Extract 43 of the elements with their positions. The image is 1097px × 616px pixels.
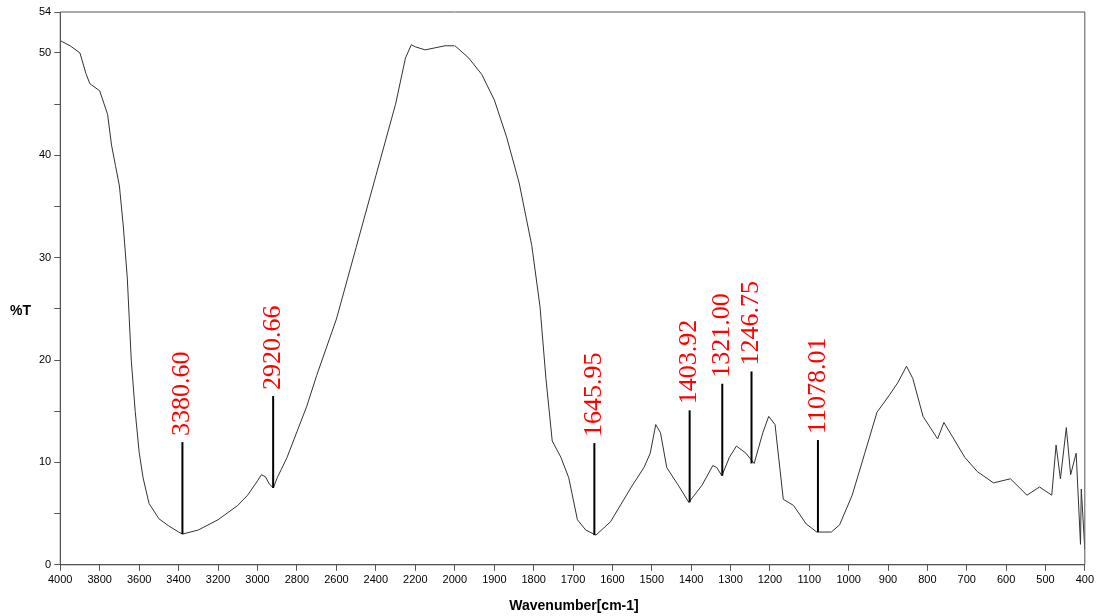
x-tick-label: 1600 (600, 573, 625, 586)
x-tick-label: 700 (957, 573, 976, 586)
x-tick-label: 3400 (166, 573, 191, 586)
y-tick-label: 0 (45, 557, 52, 570)
y-tick-label: 30 (38, 250, 52, 263)
annotation: 2920.66 (256, 305, 286, 391)
x-tick-label: 3600 (126, 573, 152, 586)
annotation: 1246.75 (735, 280, 765, 366)
x-tick-label: 900 (878, 573, 898, 586)
x-tick-label: 1000 (836, 573, 861, 586)
annotation: 11078.01 (801, 337, 831, 435)
x-tick-label: 2000 (442, 573, 468, 586)
x-tick-label: 1500 (639, 573, 665, 586)
x-tick-label: 2600 (324, 573, 349, 586)
x-tick-label: 600 (996, 573, 1016, 586)
x-tick-label: 1400 (678, 573, 704, 586)
y-tick-label: 50 (38, 45, 52, 58)
x-tick-label: 1800 (521, 573, 546, 586)
x-tick-label: 400 (1075, 573, 1094, 586)
x-axis-title: Wavenumber[cm-1] (509, 597, 639, 613)
x-tick-label: 1100 (797, 573, 822, 586)
x-tick-label: 1200 (757, 573, 783, 586)
y-tick-label: 10 (38, 455, 52, 468)
x-tick-label: 1900 (482, 573, 507, 586)
x-tick-label: 2400 (363, 573, 389, 586)
x-tick-label: 1700 (560, 573, 586, 586)
x-tick-label: 2200 (403, 573, 428, 586)
x-tick-label: 3000 (245, 573, 270, 586)
x-tick-label: 3800 (87, 573, 112, 586)
x-tick-label: 3200 (205, 573, 231, 586)
annotation: 1321.00 (706, 293, 736, 378)
y-axis-title: %T (10, 302, 32, 319)
annotation: 1403.92 (673, 319, 703, 405)
y-tick-label: 20 (38, 353, 52, 366)
annotation: 1645.95 (578, 352, 608, 438)
x-tick-label: 800 (918, 573, 937, 586)
x-tick-label: 2800 (284, 573, 310, 586)
annotation: 3380.60 (166, 351, 196, 437)
x-tick-label: 4000 (47, 573, 73, 586)
y-tick-label: 40 (38, 148, 52, 161)
y-tick-label: 54 (38, 5, 52, 18)
x-tick-label: 500 (1036, 573, 1055, 586)
x-tick-label: 1300 (718, 573, 743, 586)
